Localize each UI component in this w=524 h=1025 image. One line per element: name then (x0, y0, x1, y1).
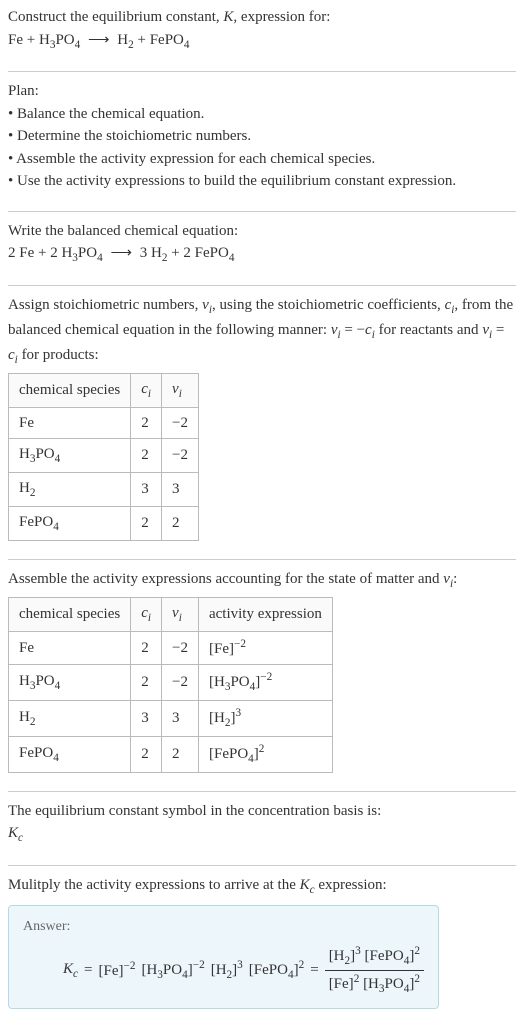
multiply-text: Mulitply the activity expressions to arr… (8, 874, 516, 899)
cell-nui: −2 (162, 631, 199, 665)
cell-nui: 3 (162, 701, 199, 737)
table-row: Fe 2 −2 [Fe]−2 (9, 631, 333, 665)
text: , expression for: (233, 9, 330, 25)
table-row: H3PO4 2 −2 [H3PO4]−2 (9, 665, 333, 701)
col-species: chemical species (9, 373, 131, 407)
numerator: [H2]3 [FePO4]2 (325, 943, 424, 971)
cell-ci: 2 (131, 439, 162, 473)
table-row: FePO4 2 2 [FePO4]2 (9, 736, 333, 772)
table-row: Fe 2 −2 (9, 407, 199, 439)
cell-ci: 3 (131, 473, 162, 507)
divider (8, 71, 516, 72)
answer-label: Answer: (23, 916, 424, 937)
species: FePO4 (150, 32, 190, 48)
cell-species: H3PO4 (9, 665, 131, 701)
assign: Assign stoichiometric numbers, νi, using… (8, 294, 516, 551)
arrow-icon: ⟶ (106, 242, 136, 265)
intro: Construct the equilibrium constant, K, e… (8, 6, 516, 63)
multiply: Mulitply the activity expressions to arr… (8, 874, 516, 1019)
assign-text: Assign stoichiometric numbers, νi, using… (8, 294, 516, 369)
activity-title: Assemble the activity expressions accoun… (8, 568, 516, 593)
divider (8, 285, 516, 286)
plan-title: Plan: (8, 80, 516, 103)
cell-ci: 2 (131, 631, 162, 665)
species: H3PO4 (39, 32, 80, 48)
answer-box: Answer: Kc = [Fe]−2 [H3PO4]−2 [H2]3 [FeP… (8, 905, 439, 1009)
col-nui: νi (162, 597, 199, 631)
cell-activity: [H2]3 (198, 701, 332, 737)
cell-ci: 2 (131, 507, 162, 541)
balanced-equation: 2 Fe + 2 H3PO4 ⟶ 3 H2 + 2 FePO4 (8, 242, 516, 267)
text: Construct the equilibrium constant, (8, 9, 223, 25)
activity: Assemble the activity expressions accoun… (8, 568, 516, 783)
cell-species: H3PO4 (9, 439, 131, 473)
cell-nui: 2 (162, 507, 199, 541)
cell-species: FePO4 (9, 507, 131, 541)
cell-species: H2 (9, 701, 131, 737)
stoich-table: chemical species ci νi Fe 2 −2 H3PO4 2 −… (8, 373, 199, 541)
cell-species: Fe (9, 407, 131, 439)
K-symbol: K (223, 9, 233, 25)
col-activity: activity expression (198, 597, 332, 631)
cell-nui: 3 (162, 473, 199, 507)
table-row: H2 3 3 (9, 473, 199, 507)
divider (8, 791, 516, 792)
cell-activity: [FePO4]2 (198, 736, 332, 772)
table-header-row: chemical species ci νi activity expressi… (9, 597, 333, 631)
answer-equation: Kc = [Fe]−2 [H3PO4]−2 [H2]3 [FePO4]2 = [… (23, 943, 424, 998)
cell-ci: 2 (131, 665, 162, 701)
cell-ci: 2 (131, 407, 162, 439)
table-header-row: chemical species ci νi (9, 373, 199, 407)
cell-species: Fe (9, 631, 131, 665)
plan-bullet: • Determine the stoichiometric numbers. (8, 125, 516, 148)
symbol-text: The equilibrium constant symbol in the c… (8, 800, 516, 823)
species: H2 (117, 32, 133, 48)
cell-activity: [Fe]−2 (198, 631, 332, 665)
cell-nui: −2 (162, 665, 199, 701)
table-row: FePO4 2 2 (9, 507, 199, 541)
cell-ci: 2 (131, 736, 162, 772)
cell-activity: [H3PO4]−2 (198, 665, 332, 701)
species: Fe (8, 32, 23, 48)
divider (8, 211, 516, 212)
cell-nui: −2 (162, 407, 199, 439)
arrow-icon: ⟶ (84, 29, 114, 52)
plan-bullet: • Assemble the activity expression for e… (8, 148, 516, 171)
cell-species: H2 (9, 473, 131, 507)
symbol: The equilibrium constant symbol in the c… (8, 800, 516, 857)
plan-bullet: • Use the activity expressions to build … (8, 170, 516, 193)
plan-bullet: • Balance the chemical equation. (8, 103, 516, 126)
plus: + (23, 32, 39, 48)
cell-nui: 2 (162, 736, 199, 772)
col-ci: ci (131, 373, 162, 407)
col-nui: νi (162, 373, 199, 407)
cell-ci: 3 (131, 701, 162, 737)
intro-line1: Construct the equilibrium constant, K, e… (8, 6, 516, 29)
col-ci: ci (131, 597, 162, 631)
fraction: [H2]3 [FePO4]2 [Fe]2 [H3PO4]2 (325, 943, 424, 998)
plan: Plan: • Balance the chemical equation. •… (8, 80, 516, 203)
divider (8, 559, 516, 560)
activity-table: chemical species ci νi activity expressi… (8, 597, 333, 773)
denominator: [Fe]2 [H3PO4]2 (325, 971, 424, 998)
Kc-symbol: Kc (8, 822, 516, 847)
balanced: Write the balanced chemical equation: 2 … (8, 220, 516, 277)
cell-species: FePO4 (9, 736, 131, 772)
divider (8, 865, 516, 866)
col-species: chemical species (9, 597, 131, 631)
cell-nui: −2 (162, 439, 199, 473)
table-row: H3PO4 2 −2 (9, 439, 199, 473)
table-row: H2 3 3 [H2]3 (9, 701, 333, 737)
plus: + (134, 32, 150, 48)
intro-equation: Fe + H3PO4 ⟶ H2 + FePO4 (8, 29, 516, 54)
balanced-title: Write the balanced chemical equation: (8, 220, 516, 243)
